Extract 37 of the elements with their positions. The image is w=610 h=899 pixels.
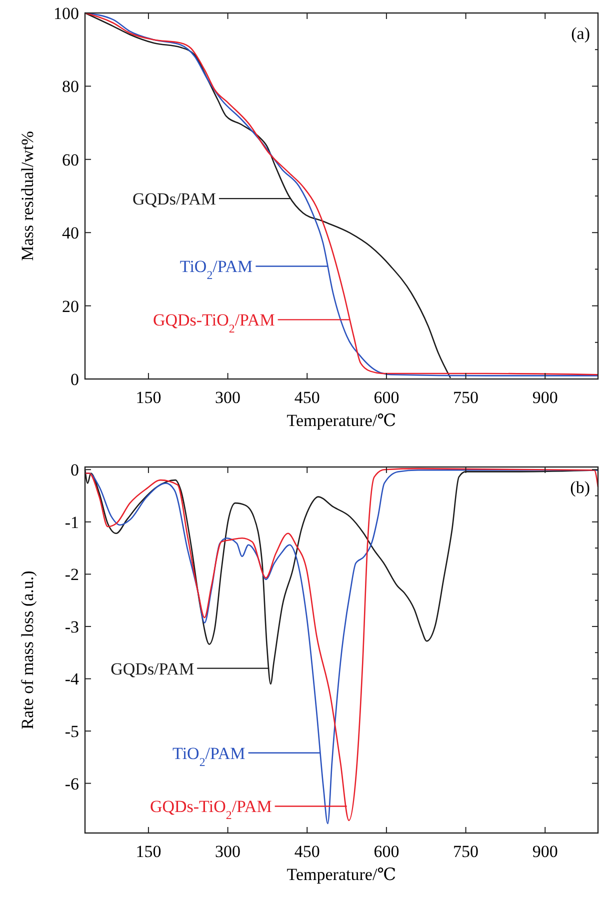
x-tick-label: 750 — [453, 388, 479, 407]
y-tick-label: -4 — [64, 670, 80, 689]
y-tick-label: -6 — [64, 774, 79, 794]
y-tick-label: 0 — [70, 460, 79, 480]
y-axis-title: Rate of mass loss (a.u.) — [18, 570, 37, 730]
y-tick-label: -5 — [64, 722, 79, 741]
y-tick-label: -2 — [64, 565, 79, 584]
x-axis-title: Temperature/℃ — [286, 411, 396, 430]
legend-label: GQDs-TiO$_{2}$/PAM — [152, 310, 275, 336]
annotation: (b) — [570, 478, 590, 497]
x-tick-label: 900 — [532, 842, 558, 861]
x-tick-label: 450 — [294, 388, 320, 407]
legend-label: TiO$_{2}$/PAM — [172, 744, 246, 769]
y-axis-title: Mass residual/wt% — [18, 131, 37, 261]
y-tick-label: 100 — [54, 4, 79, 23]
x-tick-label: 150 — [136, 842, 162, 861]
x-tick-label: 750 — [453, 842, 479, 861]
x-axis-title: Temperature/℃ — [286, 865, 396, 884]
legend-label: GQDs/PAM — [132, 190, 216, 209]
legend-label: GQDs-TiO$_{2}$/PAM — [150, 797, 272, 822]
x-tick-label: 300 — [215, 388, 241, 407]
legend-label: GQDs/PAM — [110, 659, 194, 678]
y-tick-label: 0 — [70, 370, 79, 389]
y-tick-label: -3 — [64, 617, 79, 636]
x-tick-label: 900 — [532, 388, 558, 407]
x-tick-label: 600 — [374, 842, 400, 861]
annotation: (a) — [571, 24, 590, 43]
x-tick-label: 150 — [136, 388, 162, 407]
x-tick-label: 450 — [294, 842, 320, 861]
legend-label: TiO$_{2}$/PAM — [180, 257, 253, 282]
y-tick-label: 20 — [62, 296, 79, 316]
y-tick-label: 80 — [62, 77, 79, 96]
x-tick-label: 300 — [215, 842, 241, 861]
y-tick-label: 40 — [62, 224, 79, 243]
y-tick-label: -1 — [64, 512, 79, 532]
y-tick-label: 60 — [62, 150, 79, 170]
x-tick-label: 600 — [374, 388, 400, 407]
